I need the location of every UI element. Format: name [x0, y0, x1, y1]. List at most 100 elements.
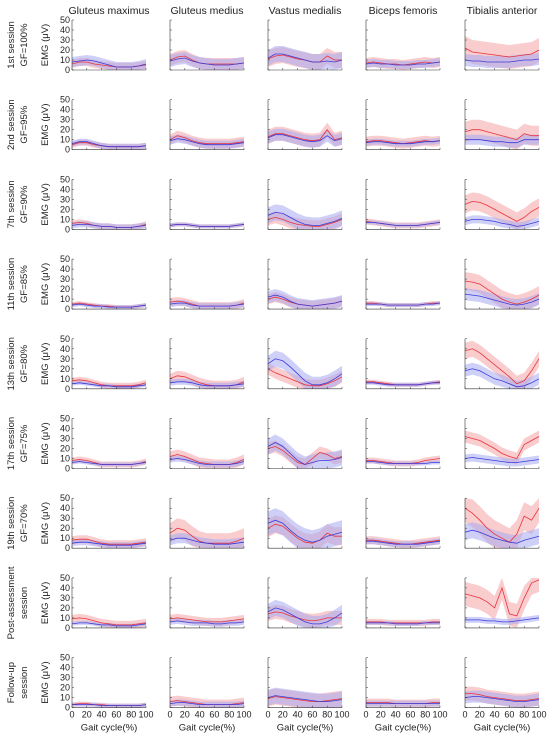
y-tick-label: 50	[60, 493, 70, 503]
row-label: 2nd session	[6, 99, 17, 150]
panel	[464, 497, 540, 549]
blue-sd-band	[170, 134, 244, 149]
blue-mean-line	[464, 696, 540, 702]
blue-mean-line	[169, 224, 245, 227]
blue-mean-line	[71, 461, 147, 465]
red-mean-line	[267, 129, 343, 142]
y-tick-label: 40	[60, 663, 70, 673]
y-tick-label: 0	[65, 145, 70, 155]
panel	[464, 99, 540, 150]
x-tick-label: 60	[504, 710, 514, 720]
y-tick-label: 30	[60, 35, 70, 45]
red-mean-line	[464, 280, 540, 305]
blue-mean-line	[464, 58, 540, 63]
blue-mean-line	[464, 219, 540, 227]
red-mean-line	[464, 129, 539, 141]
y-tick-label: 30	[60, 115, 70, 125]
blue-mean-line	[169, 702, 245, 705]
x-tick-label: 60	[111, 710, 121, 720]
blue-sd-band	[465, 614, 539, 625]
x-tick-label: 80	[322, 710, 332, 720]
panel	[267, 258, 343, 310]
panel	[365, 19, 441, 71]
blue-mean-line	[267, 519, 343, 543]
panel	[365, 577, 441, 629]
x-tick-label: 20	[82, 710, 92, 720]
x-tick-label: 100	[236, 710, 251, 720]
x-tick-label: 0	[167, 710, 172, 720]
row-label: 1st session	[6, 21, 17, 69]
panel	[169, 338, 245, 390]
y-tick-label: 50	[60, 573, 70, 583]
x-tick-label: 100	[432, 710, 447, 720]
red-mean-line	[71, 538, 147, 545]
blue-sd-band	[366, 301, 440, 308]
red-mean-line	[465, 693, 540, 701]
y-tick-label: 40	[60, 105, 70, 115]
blue-mean-line	[464, 529, 540, 544]
red-mean-line	[267, 216, 343, 227]
panel	[464, 258, 540, 310]
red-mean-line	[169, 617, 245, 623]
panel: 0 20 40 60 80 100	[265, 657, 350, 720]
x-tick-label: 80	[420, 710, 430, 720]
x-tick-label: 40	[391, 710, 401, 720]
blue-mean-line	[366, 540, 441, 545]
x-tick-label: 40	[195, 710, 205, 720]
blue-sd-band	[465, 288, 539, 310]
row-label: session	[19, 587, 30, 619]
row-label: GF=100%	[19, 23, 30, 67]
blue-sd-band	[366, 58, 440, 69]
blue-sd-band	[170, 378, 244, 389]
x-tick-label: 100	[531, 710, 546, 720]
blue-sd-band	[366, 459, 440, 466]
blue-sd-band	[170, 617, 244, 627]
y-tick-label: 50	[60, 414, 70, 424]
red-mean-line	[464, 348, 540, 385]
blue-sd-band	[72, 380, 146, 389]
y-axis-label: EMG (μV)	[40, 263, 51, 305]
row-label: 11th session	[6, 258, 17, 311]
y-tick-label: 50	[60, 653, 70, 663]
blue-mean-line	[169, 537, 245, 545]
y-tick-label: 20	[60, 45, 70, 55]
panel	[464, 179, 540, 230]
y-tick-label: 50	[60, 254, 70, 264]
x-tick-label: 100	[334, 710, 349, 720]
blue-sd-band	[72, 459, 146, 467]
x-tick-label: 40	[293, 710, 303, 720]
x-axis-label: Gait cycle(%)	[277, 723, 333, 734]
x-tick-label: 0	[69, 710, 74, 720]
y-axis-label: EMG (μV)	[40, 661, 51, 703]
blue-sd-band	[268, 599, 342, 628]
y-tick-label: 0	[65, 384, 70, 394]
panel	[169, 418, 245, 469]
y-tick-label: 30	[60, 673, 70, 683]
y-tick-label: 40	[60, 503, 70, 513]
blue-sd-band	[465, 134, 539, 148]
x-tick-label: 40	[97, 710, 107, 720]
red-mean-line	[267, 611, 342, 622]
x-tick-label: 60	[307, 710, 317, 720]
panel	[464, 338, 540, 390]
panel	[365, 497, 441, 549]
x-tick-label: 20	[376, 710, 386, 720]
y-tick-label: 50	[60, 15, 70, 25]
red-mean-line	[267, 523, 342, 544]
row-label: 17th session	[6, 417, 17, 470]
y-tick-label: 30	[60, 513, 70, 523]
x-tick-label: 20	[475, 710, 485, 720]
y-axis-label: EMG (μV)	[40, 24, 51, 66]
y-tick-label: 0	[65, 703, 70, 713]
row-label: 19th session	[6, 497, 17, 550]
y-tick-label: 20	[60, 603, 70, 613]
y-tick-label: 10	[60, 135, 70, 145]
y-tick-label: 30	[60, 274, 70, 284]
y-axis-label: EMG (μV)	[40, 502, 51, 544]
x-tick-label: 0	[265, 710, 270, 720]
column-title: Tibialis anterior	[467, 5, 538, 17]
